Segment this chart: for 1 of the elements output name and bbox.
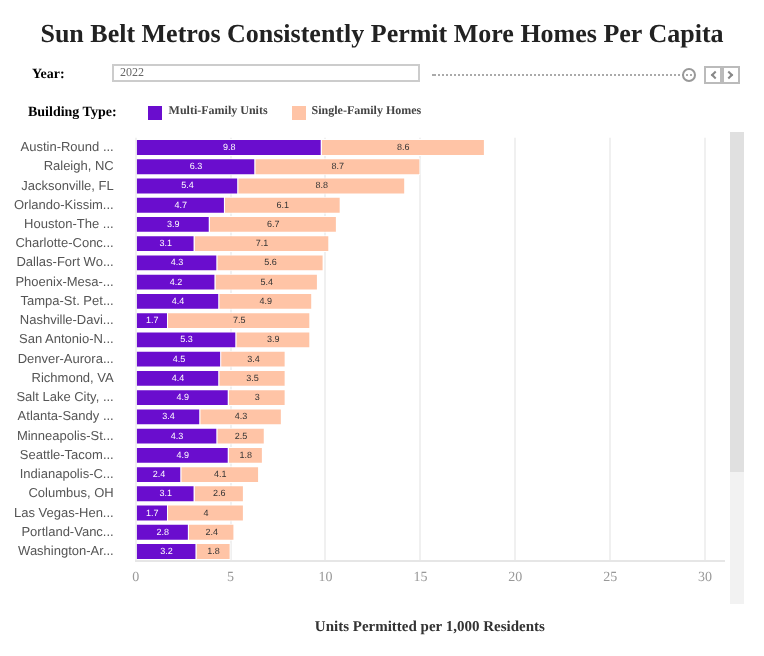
chart-title: Sun Belt Metros Consistently Permit More Homes Per Capita bbox=[38, 18, 726, 50]
